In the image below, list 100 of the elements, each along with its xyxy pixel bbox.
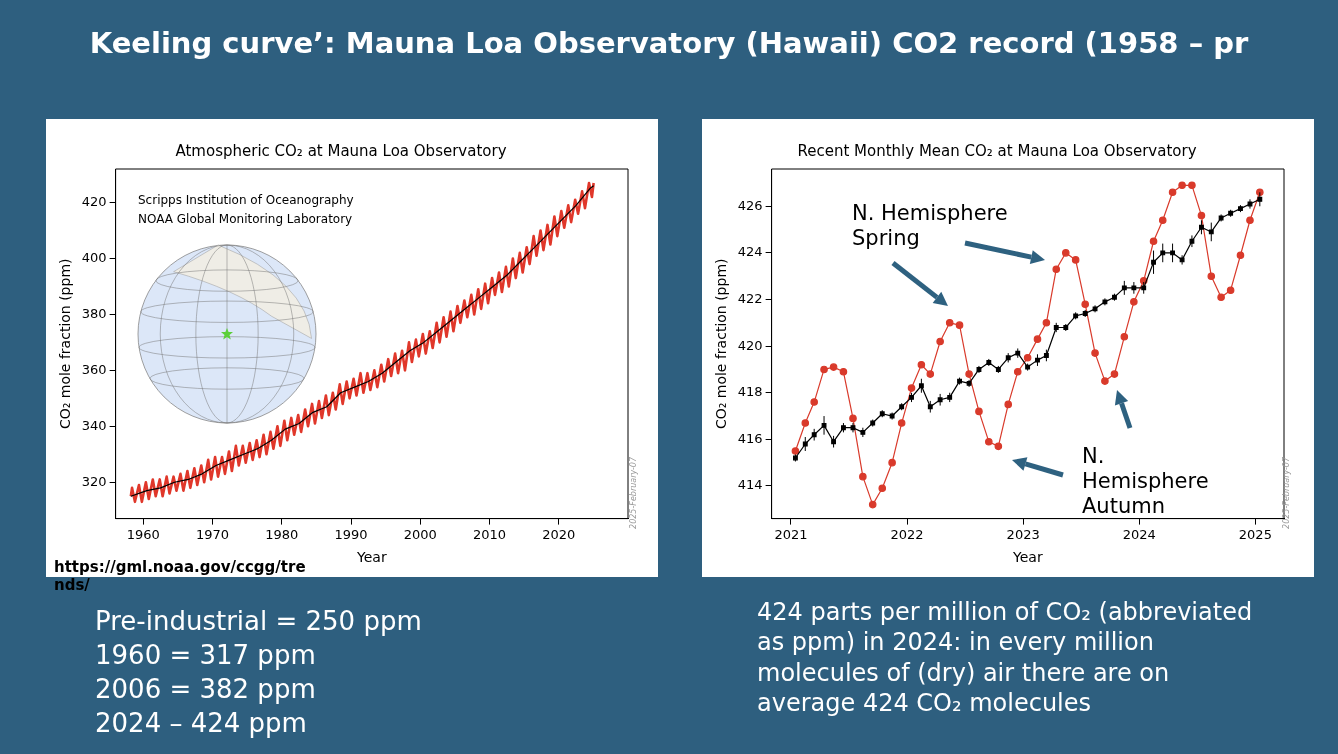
y-axis-title: CO₂ mole fraction (ppm)	[713, 258, 730, 430]
point	[918, 383, 924, 389]
point	[1081, 300, 1089, 308]
point	[1130, 298, 1138, 306]
annotation: N. Hemisphere Autumn	[1082, 444, 1210, 520]
point	[994, 442, 1003, 451]
y-tick-label: 400	[81, 249, 107, 265]
text: 2006 = 382 ppm	[95, 674, 316, 706]
point	[1208, 229, 1214, 235]
point	[810, 398, 818, 406]
point	[839, 367, 848, 376]
point	[965, 370, 973, 378]
text: Pre-industrial = 250 ppm	[95, 606, 422, 638]
text: 2024 – 424 ppm	[95, 708, 307, 740]
point	[1217, 293, 1225, 301]
point	[1061, 249, 1070, 257]
point	[936, 337, 944, 346]
x-tick-label: 2023	[1006, 526, 1040, 542]
annotation: N. Hemisphere Spring	[852, 201, 1009, 252]
annotation: NOAA Global Monitoring Laboratory	[138, 212, 353, 227]
y-tick-label: 416	[737, 430, 763, 446]
point	[1226, 286, 1235, 294]
point	[1236, 251, 1245, 260]
text: https://gml.noaa.gov/ccgg/trends/	[54, 558, 307, 594]
point	[1188, 181, 1196, 190]
point	[888, 458, 896, 467]
point	[975, 407, 983, 416]
x-tick-label: 2000	[403, 526, 437, 542]
y-tick-label: 426	[737, 197, 763, 213]
text: Keeling curve’: Mauna Loa Observatory (Hawaii) CO2 record (1958 – pr	[88, 26, 1250, 60]
point	[897, 419, 906, 427]
point	[1013, 367, 1022, 376]
point	[1151, 259, 1156, 265]
point	[1168, 188, 1177, 197]
point	[1035, 357, 1040, 363]
point	[1158, 216, 1167, 225]
point	[1071, 256, 1080, 264]
x-axis-title: Year	[355, 549, 387, 566]
point	[955, 321, 964, 329]
y-axis-title: CO₂ mole fraction (ppm)	[57, 258, 74, 430]
y-tick-label: 418	[737, 384, 763, 400]
point	[945, 319, 954, 327]
point	[1004, 400, 1013, 409]
point	[820, 365, 828, 374]
point	[811, 432, 817, 438]
point	[1197, 211, 1206, 220]
x-tick-label: 1990	[334, 526, 368, 542]
point	[1110, 370, 1119, 378]
y-tick-label: 340	[81, 417, 107, 433]
text: 1960 = 317 ppm	[95, 640, 316, 672]
point	[868, 500, 877, 509]
y-tick-label: 422	[737, 290, 763, 306]
point	[791, 447, 800, 455]
point	[1170, 250, 1176, 256]
x-tick-label: 2022	[890, 526, 924, 542]
point	[917, 360, 926, 369]
point	[1257, 196, 1263, 202]
point	[1121, 285, 1127, 291]
point	[1178, 181, 1186, 190]
point	[801, 419, 810, 427]
point	[849, 414, 857, 423]
text: 424 parts per million of CO₂ (abbreviated as ppm) in 2024: in every million molecules of (dry) air there are on average 424 CO₂ molecules	[757, 597, 1254, 719]
point	[985, 437, 993, 446]
x-tick-label: 2025	[1238, 526, 1272, 542]
y-tick-label: 424	[737, 244, 763, 260]
point	[1246, 216, 1254, 225]
point	[926, 370, 935, 378]
point	[1042, 319, 1051, 327]
y-tick-label: 420	[737, 337, 763, 353]
x-tick-label: 2024	[1122, 526, 1156, 542]
point	[802, 441, 808, 447]
x-axis-title: Year	[1011, 549, 1043, 566]
point	[878, 484, 887, 493]
y-tick-label: 320	[81, 473, 107, 489]
point	[1023, 353, 1032, 362]
point	[1207, 272, 1216, 281]
text: 2025-February-07	[629, 457, 639, 529]
point	[1149, 237, 1158, 246]
x-tick-label: 2021	[774, 526, 808, 542]
y-tick-label: 414	[737, 477, 763, 493]
annotation: Scripps Institution of Oceanography	[138, 193, 354, 208]
point	[1120, 333, 1129, 341]
y-tick-label: 360	[81, 361, 107, 377]
point	[1199, 224, 1204, 230]
x-tick-label: 1970	[196, 526, 230, 542]
point	[1052, 265, 1061, 274]
point	[1160, 250, 1166, 256]
point	[1091, 349, 1099, 357]
x-tick-label: 2020	[542, 526, 576, 542]
y-tick-label: 380	[81, 305, 107, 321]
y-tick-label: 420	[81, 193, 107, 209]
x-tick-label: 1960	[126, 526, 160, 542]
x-tick-label: 2010	[472, 526, 507, 542]
point	[1101, 377, 1109, 385]
x-tick-label: 1980	[265, 526, 299, 542]
point	[927, 404, 933, 410]
point	[1141, 285, 1147, 291]
annotation: 2025-February-07	[1282, 457, 1292, 529]
point	[829, 363, 838, 371]
chart-title: Recent Monthly Mean CO₂ at Mauna Loa Observatory	[797, 141, 1197, 160]
